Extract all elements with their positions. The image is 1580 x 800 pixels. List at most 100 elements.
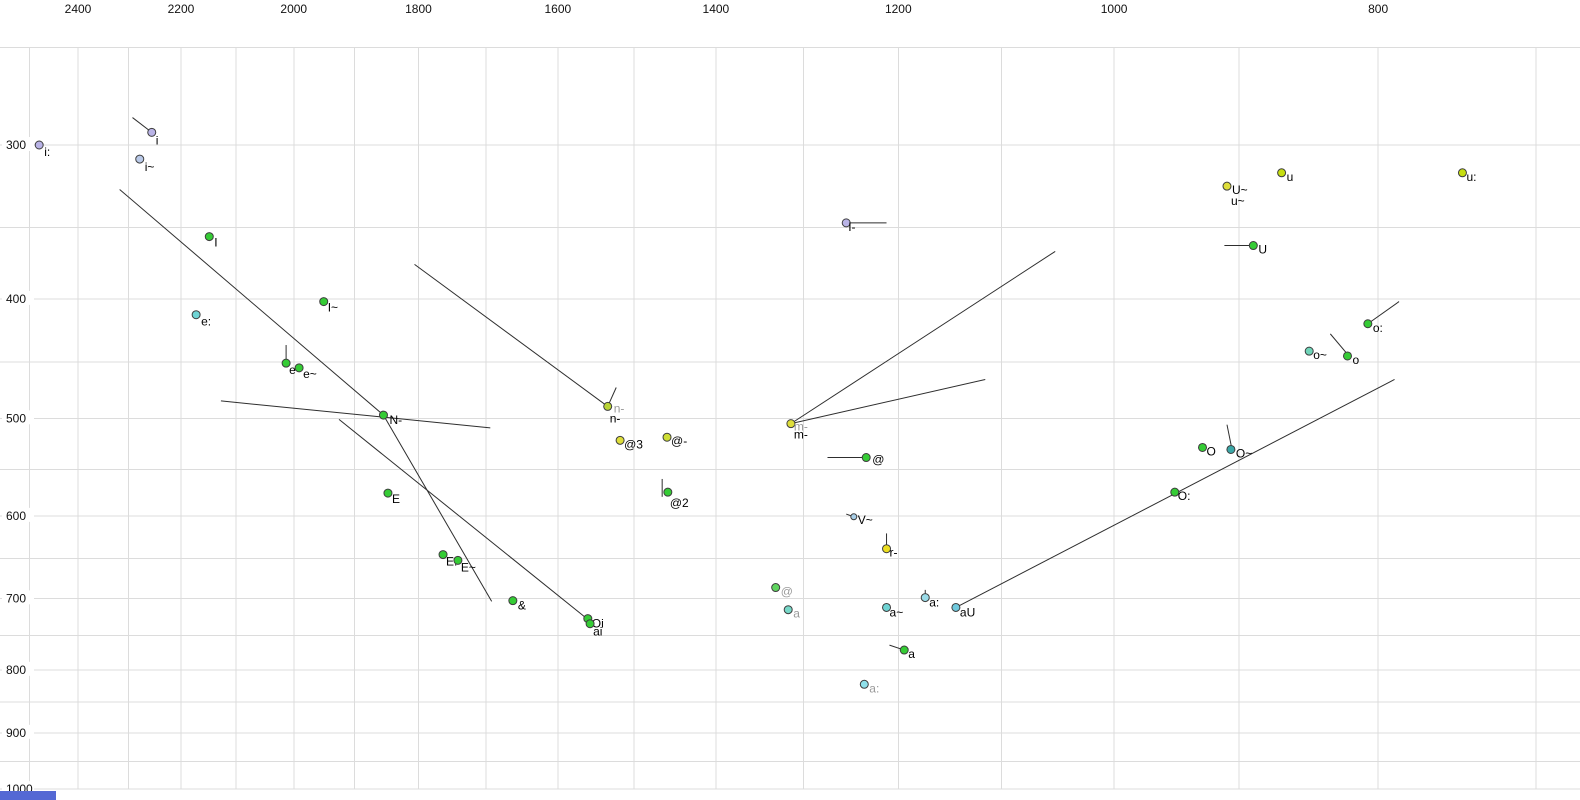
y-axis-tick-label: 900 (6, 726, 26, 740)
bottom-left-widget[interactable] (0, 791, 56, 800)
trajectory-line (1367, 301, 1400, 325)
data-point (1226, 444, 1236, 454)
y-axis-label-backing (2, 410, 34, 425)
data-point (281, 358, 291, 368)
trajectory-line (790, 379, 986, 425)
point-label: E: (446, 555, 457, 569)
data-point (786, 419, 796, 429)
data-point (508, 596, 518, 606)
y-axis-tick-label: 700 (6, 591, 26, 605)
x-axis-tick-label: 800 (1368, 2, 1388, 16)
point-label: @3 (624, 437, 643, 451)
point-label: i (156, 133, 159, 147)
point-label: @2 (670, 496, 689, 510)
point-label: e: (201, 315, 211, 329)
y-axis-tick-label: 300 (6, 138, 26, 152)
point-label: U (1258, 243, 1267, 257)
point-label: O~ (1236, 446, 1252, 460)
point-label: N- (389, 413, 402, 427)
data-point (850, 513, 858, 521)
data-point (1457, 168, 1467, 178)
x-axis-tick-label: 2400 (65, 2, 92, 16)
point-label: @- (671, 434, 687, 448)
point-label: o~ (1313, 348, 1327, 362)
point-label: Oi (592, 617, 604, 631)
data-point (147, 127, 157, 137)
data-point (1170, 487, 1180, 497)
data-point (1277, 168, 1287, 178)
data-point (1342, 351, 1352, 361)
data-point (899, 645, 909, 655)
data-point (1304, 346, 1314, 356)
data-point (861, 453, 871, 463)
point-label: E (392, 492, 400, 506)
point-label: o: (1373, 321, 1383, 335)
data-point (1222, 181, 1232, 191)
data-point (771, 583, 781, 593)
data-point (191, 310, 201, 320)
point-label: aU (960, 605, 975, 619)
data-point (841, 218, 851, 228)
data-point (920, 593, 930, 603)
data-point (603, 401, 613, 411)
point-label: m- (794, 428, 808, 442)
y-axis-label-backing (2, 290, 34, 305)
point-label: I- (848, 220, 855, 234)
data-point (783, 605, 793, 615)
data-point (615, 435, 625, 445)
data-point (378, 410, 388, 420)
point-label: e~ (303, 367, 317, 381)
y-axis-label-backing (2, 590, 34, 605)
point-label: O: (1178, 489, 1191, 503)
trajectory-line (338, 418, 589, 620)
point-label: I (214, 236, 217, 250)
data-point (383, 488, 393, 498)
data-point (34, 140, 44, 150)
data-point (453, 555, 463, 565)
point-label: o (1352, 353, 1359, 367)
trajectory-line (790, 250, 1056, 425)
point-label: O (1207, 444, 1216, 458)
x-axis-tick-label: 1800 (405, 2, 432, 16)
data-point (859, 679, 869, 689)
point-secondary-label: n- (614, 401, 625, 415)
data-point (882, 602, 892, 612)
data-point (1248, 241, 1258, 251)
point-label: ai (593, 625, 602, 639)
data-point (319, 297, 329, 307)
y-axis-label-backing (2, 137, 34, 151)
point-label: i~ (145, 160, 155, 174)
point-label: i: (44, 145, 50, 159)
data-point (1363, 319, 1373, 329)
data-point (662, 432, 672, 442)
x-axis-tick-label: 2000 (280, 2, 307, 16)
trajectory-line (220, 400, 491, 429)
data-point (438, 550, 448, 560)
y-axis-tick-label: 500 (6, 411, 26, 425)
data-point (882, 544, 892, 554)
y-axis-label-backing (2, 661, 34, 676)
point-label: r- (890, 546, 898, 560)
data-point (663, 487, 673, 497)
data-point (951, 602, 961, 612)
point-label: a: (929, 596, 939, 610)
point-label: a (793, 607, 800, 621)
x-axis-tick-label: 2200 (168, 2, 195, 16)
data-point (204, 232, 214, 242)
data-point (135, 154, 145, 164)
y-axis-label-backing (2, 724, 34, 739)
trajectory-line (383, 414, 493, 602)
point-label: I~ (328, 301, 338, 315)
data-point (585, 619, 595, 629)
y-axis-tick-label: 600 (6, 509, 26, 523)
data-point (294, 363, 304, 373)
point-label: a (908, 647, 915, 661)
point-label: n- (610, 411, 621, 425)
point-label: E~ (461, 560, 476, 574)
point-secondary-label: m- (794, 420, 808, 434)
trajectory-line (414, 263, 608, 407)
y-axis-tick-label: 800 (6, 663, 26, 677)
